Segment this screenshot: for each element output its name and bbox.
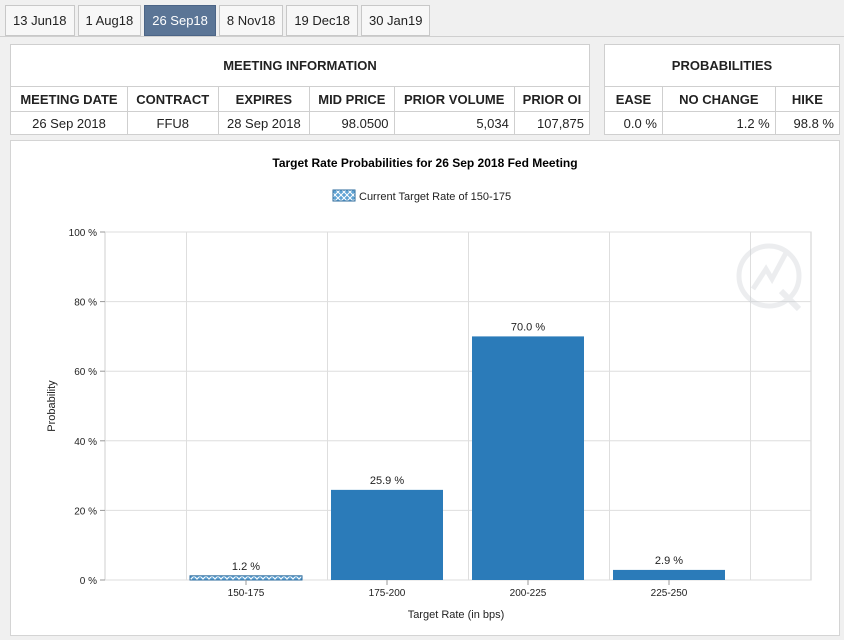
col-mid-price: MID PRICE bbox=[309, 86, 395, 112]
mid-price-value: 98.0500 bbox=[309, 111, 395, 135]
probability-chart: Target Rate Probabilities for 26 Sep 201… bbox=[46, 156, 812, 621]
bar-150-175 bbox=[189, 575, 303, 581]
meeting-date-value: 26 Sep 2018 bbox=[10, 111, 128, 135]
expires-value: 28 Sep 2018 bbox=[217, 111, 311, 135]
col-contract: CONTRACT bbox=[126, 86, 219, 112]
tab-19-dec18[interactable]: 19 Dec18 bbox=[286, 5, 358, 36]
tab-13-jun18[interactable]: 13 Jun18 bbox=[5, 5, 75, 36]
tab-26-sep18[interactable]: 26 Sep18 bbox=[144, 5, 216, 36]
watermark-logo-icon bbox=[736, 243, 802, 312]
col-expires: EXPIRES bbox=[217, 86, 311, 112]
no-change-value: 1.2 % bbox=[661, 111, 776, 135]
probabilities-table: PROBABILITIES EASE NO CHANGE HIKE 0.0 % … bbox=[604, 44, 841, 135]
meeting-info-table: MEETING INFORMATION MEETING DATE CONTRAC… bbox=[10, 44, 591, 135]
chart-panel: Target Rate Probabilities for 26 Sep 201… bbox=[10, 140, 840, 636]
prior-oi-value: 107,875 bbox=[513, 111, 591, 135]
x-tick-label: 175-200 bbox=[369, 588, 406, 599]
tab-divider bbox=[0, 36, 844, 37]
col-prior-volume: PRIOR VOLUME bbox=[393, 86, 515, 112]
bar-225-250 bbox=[613, 569, 725, 580]
y-tick-label: 100 % bbox=[69, 228, 97, 239]
x-tick-label: 225-250 bbox=[651, 588, 688, 599]
bar-value-label: 2.9 % bbox=[655, 555, 683, 567]
y-axis-title: Probability bbox=[46, 380, 58, 432]
bar-175-200 bbox=[331, 489, 443, 580]
hike-value: 98.8 % bbox=[774, 111, 841, 135]
y-tick-label: 20 % bbox=[74, 506, 97, 517]
x-axis-title: Target Rate (in bps) bbox=[408, 609, 505, 621]
tab-1-aug18[interactable]: 1 Aug18 bbox=[77, 5, 142, 36]
meeting-tabs: 13 Jun18 1 Aug18 26 Sep18 8 Nov18 19 Dec18 30… bbox=[5, 5, 433, 37]
y-tick-label: 0 % bbox=[80, 576, 97, 587]
bar-value-label: 1.2 % bbox=[232, 561, 260, 573]
legend-label: Current Target Rate of 150-175 bbox=[359, 191, 511, 203]
chart-title: Target Rate Probabilities for 26 Sep 201… bbox=[272, 156, 577, 170]
bar-value-label: 70.0 % bbox=[511, 321, 545, 333]
meeting-info-title: MEETING INFORMATION bbox=[10, 44, 590, 87]
ease-value: 0.0 % bbox=[604, 111, 663, 135]
col-meeting-date: MEETING DATE bbox=[10, 86, 128, 112]
contract-value: FFU8 bbox=[126, 111, 219, 135]
legend-swatch bbox=[332, 189, 356, 202]
x-tick-label: 150-175 bbox=[228, 588, 265, 599]
bar-200-225 bbox=[472, 336, 584, 580]
col-hike: HIKE bbox=[774, 86, 841, 112]
tab-30-jan19[interactable]: 30 Jan19 bbox=[360, 5, 431, 36]
x-tick-label: 200-225 bbox=[510, 588, 547, 599]
col-prior-oi: PRIOR OI bbox=[513, 86, 591, 112]
y-tick-label: 80 % bbox=[74, 298, 97, 309]
col-no-change: NO CHANGE bbox=[661, 86, 776, 112]
prior-volume-value: 5,034 bbox=[393, 111, 515, 135]
tab-8-nov18[interactable]: 8 Nov18 bbox=[218, 5, 284, 36]
y-tick-label: 40 % bbox=[74, 437, 97, 448]
y-tick-label: 60 % bbox=[74, 367, 97, 378]
plot-area bbox=[104, 231, 812, 581]
probabilities-title: PROBABILITIES bbox=[604, 44, 840, 87]
col-ease: EASE bbox=[604, 86, 663, 112]
bar-value-label: 25.9 % bbox=[370, 475, 404, 487]
